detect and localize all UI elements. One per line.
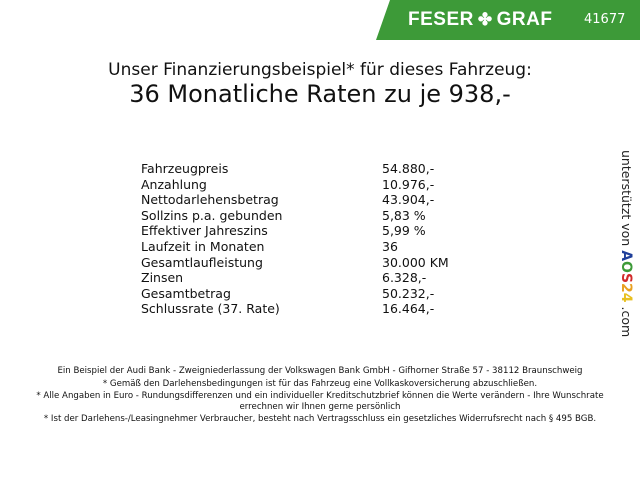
row-label: Gesamtbetrag	[141, 285, 231, 301]
title-line1: Unser Finanzierungsbeispiel* für dieses …	[108, 60, 532, 80]
bank-note: Ein Beispiel der Audi Bank - Zweignieder…	[57, 366, 583, 376]
table-row: Gesamtbetrag 50.232,-	[141, 286, 449, 302]
insurance-note: * Gemäß den Darlehensbedingungen ist für…	[102, 378, 538, 389]
withdrawal-note: * Ist der Darlehens-/Leasingnehmer Verbr…	[43, 414, 597, 425]
row-label: Effektiver Jahreszins	[141, 223, 268, 239]
row-label: Schlussrate (37. Rate)	[141, 301, 280, 317]
row-label: Zinsen	[141, 270, 184, 286]
brand-right: GRAF	[496, 9, 553, 30]
row-value: 6.328,-	[382, 270, 427, 286]
table-row: Sollzins p.a. gebunden 5,83 %	[141, 208, 449, 224]
table-row: Fahrzeugpreis 54.880,-	[141, 161, 449, 177]
table-row: Effektiver Jahreszins 5,99 %	[141, 223, 449, 239]
euro-note: * Alle Angaben in Euro - Rundungsdiffere…	[36, 391, 604, 412]
row-value: 54.880,-	[382, 161, 435, 176]
finance-table: Fahrzeugpreis 54.880,- Anzahlung 10.976,- …	[141, 161, 449, 317]
row-label: Gesamtlaufleistung	[141, 254, 263, 270]
table-row: Nettodarlehensbetrag 43.904,-	[141, 192, 449, 208]
supported-by-text: unterstützt von	[619, 150, 634, 247]
aos24-credit: unterstützt von AOS24 .com	[610, 150, 635, 337]
row-value: 10.976,-	[382, 176, 435, 192]
row-label: Anzahlung	[141, 176, 207, 192]
table-row: Zinsen 6.328,-	[141, 270, 449, 286]
table-row: Schlussrate (37. Rate) 16.464,-	[141, 301, 449, 317]
clover-icon: ✤	[477, 10, 493, 29]
table-row: Gesamtlaufleistung 30.000 KM	[141, 255, 449, 271]
footer-disclaimer: Ein Beispiel der Audi Bank - Zweignieder…	[30, 366, 610, 427]
row-label: Laufzeit in Monaten	[141, 238, 265, 254]
table-row: Anzahlung 10.976,-	[141, 177, 449, 193]
row-label: Fahrzeugpreis	[141, 161, 229, 176]
header-banner	[376, 0, 640, 40]
row-value: 5,99 %	[382, 223, 426, 239]
brand-logo: FESER ✤ GRAF	[408, 9, 552, 31]
row-value: 30.000 KM	[382, 254, 449, 270]
domain-text: .com	[619, 306, 634, 338]
row-value: 50.232,-	[382, 285, 435, 301]
row-value: 5,83 %	[382, 207, 426, 223]
row-label: Nettodarlehensbetrag	[141, 192, 279, 208]
row-value: 43.904,-	[382, 192, 435, 208]
table-row: Laufzeit in Monaten 36	[141, 239, 449, 255]
brand-left: FESER	[408, 9, 474, 30]
row-label: Sollzins p.a. gebunden	[141, 207, 283, 223]
title-line2: 36 Monatliche Raten zu je 938,-	[129, 80, 511, 108]
row-value: 16.464,-	[382, 301, 435, 317]
aos24-logo: AOS24	[618, 250, 634, 303]
dealer-number: 41677	[584, 12, 626, 27]
row-value: 36	[382, 238, 398, 254]
